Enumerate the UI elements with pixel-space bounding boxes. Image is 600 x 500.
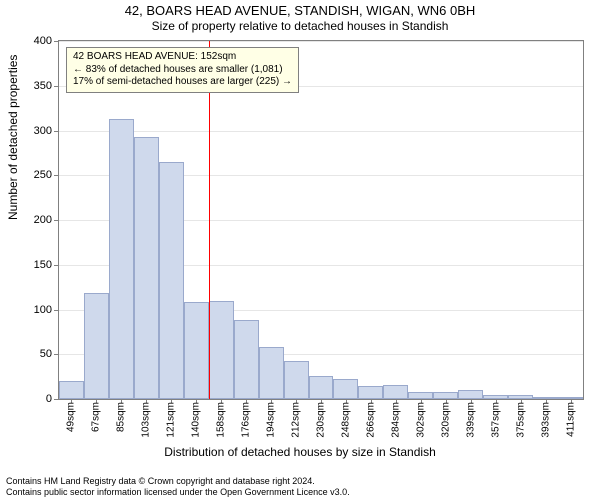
x-tick-label: 121sqm [166,402,177,438]
x-tick-label: 302sqm [415,402,426,438]
y-tick-label: 350 [12,80,52,92]
bar [259,347,284,399]
bar [234,320,259,399]
x-tick-label: 49sqm [66,402,77,432]
bar [209,301,234,399]
y-tick-label: 100 [12,304,52,316]
footer-line1: Contains HM Land Registry data © Crown c… [6,476,315,486]
bar [358,386,383,399]
bar [309,376,334,399]
y-tick-mark [54,399,58,400]
y-tick-mark [54,310,58,311]
bar [84,293,109,399]
x-tick-label: 176sqm [241,402,252,438]
y-tick-mark [54,175,58,176]
bar [59,381,84,399]
y-tick-mark [54,86,58,87]
x-tick-label: 375sqm [515,402,526,438]
y-tick-label: 250 [12,169,52,181]
footer-line2: Contains public sector information licen… [6,487,350,497]
x-tick-label: 284sqm [390,402,401,438]
x-tick-label: 103sqm [141,402,152,438]
x-tick-label: 194sqm [266,402,277,438]
y-tick-label: 200 [12,214,52,226]
x-tick-label: 320sqm [440,402,451,438]
x-tick-label: 230sqm [316,402,327,438]
footer-attribution: Contains HM Land Registry data © Crown c… [6,476,350,499]
x-tick-label: 411sqm [565,402,576,437]
y-tick-mark [54,354,58,355]
bar [159,162,184,399]
y-tick-label: 0 [12,393,52,405]
chart-title-main: 42, BOARS HEAD AVENUE, STANDISH, WIGAN, … [0,3,600,18]
y-tick-label: 300 [12,125,52,137]
chart-title-sub: Size of property relative to detached ho… [0,19,600,33]
x-tick-label: 85sqm [116,402,127,432]
gridline-h [59,131,583,132]
annotation-box: 42 BOARS HEAD AVENUE: 152sqm← 83% of det… [66,47,299,93]
bar [383,385,408,399]
y-tick-label: 400 [12,35,52,47]
plot-area [58,40,584,400]
bar [109,119,134,399]
x-tick-label: 67sqm [91,402,102,432]
x-tick-label: 339sqm [465,402,476,438]
annotation-line: 17% of semi-detached houses are larger (… [73,76,292,89]
y-tick-label: 150 [12,259,52,271]
x-tick-label: 158sqm [216,402,227,438]
x-tick-label: 248sqm [340,402,351,438]
chart-container: 42, BOARS HEAD AVENUE, STANDISH, WIGAN, … [0,0,600,500]
y-tick-mark [54,41,58,42]
bar [134,137,159,399]
y-tick-label: 50 [12,348,52,360]
bar [284,361,309,399]
annotation-line: ← 83% of detached houses are smaller (1,… [73,64,292,77]
bar [408,392,433,399]
property-marker-line [209,41,210,399]
x-axis-label: Distribution of detached houses by size … [0,445,600,459]
bar [458,390,483,399]
x-tick-label: 266sqm [365,402,376,438]
x-tick-label: 212sqm [291,402,302,438]
y-tick-mark [54,265,58,266]
x-tick-label: 140sqm [191,402,202,438]
bar [333,379,358,399]
y-tick-mark [54,220,58,221]
gridline-h [59,41,583,42]
bar [184,302,209,399]
bar [433,392,458,399]
annotation-line: 42 BOARS HEAD AVENUE: 152sqm [73,51,292,64]
x-tick-label: 393sqm [540,402,551,438]
y-tick-mark [54,131,58,132]
x-tick-label: 357sqm [490,402,501,438]
